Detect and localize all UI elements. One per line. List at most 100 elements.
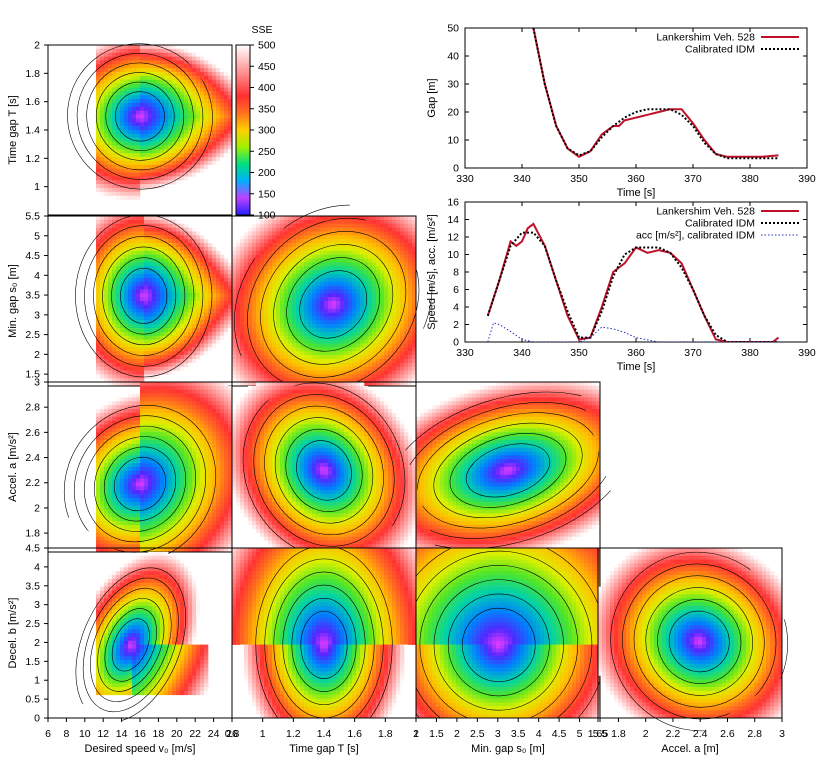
heat-cell (252, 266, 257, 271)
heat-cell (404, 362, 409, 367)
heat-cell (120, 343, 125, 348)
heat-cell (200, 382, 205, 387)
heat-cell (172, 227, 177, 232)
heat-cell (376, 370, 381, 375)
heat-cell (268, 331, 273, 337)
heat-cell (364, 281, 369, 286)
heat-cell (192, 83, 197, 88)
heat-cell (120, 52, 125, 57)
heat-cell (176, 297, 181, 302)
heat-cell (112, 285, 117, 290)
heat-cell (260, 231, 265, 236)
heat-cell (220, 308, 225, 313)
heat-cell (112, 227, 117, 232)
heat-cell (140, 297, 145, 302)
heat-cell (296, 351, 301, 356)
heat-cell (164, 304, 169, 310)
heat-cell (288, 335, 293, 340)
heat-cell (116, 133, 121, 139)
heat-cell (212, 312, 217, 317)
heat-cell (152, 64, 157, 69)
heat-cell (332, 324, 337, 329)
heat-cell (120, 45, 125, 50)
heat-cell (300, 316, 305, 321)
heat-cell (196, 157, 201, 162)
heat-cell (372, 320, 377, 325)
heat-cell (104, 180, 109, 185)
heat-cell (268, 308, 273, 313)
heat-cell (280, 262, 285, 267)
heat-cell (248, 320, 253, 325)
heat-cell (224, 289, 229, 294)
heat-cell (112, 102, 117, 108)
heat-cell (212, 343, 217, 348)
heat-cell (388, 320, 393, 325)
heat-cell (340, 324, 345, 329)
heat-cell (384, 366, 389, 371)
heat-cell (320, 223, 325, 228)
heat-cell (128, 243, 133, 248)
heat-cell (164, 366, 169, 371)
heat-cell (408, 374, 413, 379)
heat-cell (140, 389, 145, 394)
heat-cell (300, 285, 305, 290)
heat-cell (104, 297, 109, 302)
heat-cell (180, 266, 185, 271)
heat-cell (300, 297, 305, 302)
heat-cell (104, 219, 109, 225)
heat-cell (96, 130, 101, 135)
heat-cell (128, 235, 133, 240)
heat-cell (168, 347, 173, 352)
heat-cell (352, 370, 357, 375)
heat-cell (124, 447, 129, 452)
heat-cell (188, 130, 193, 135)
heat-cell (388, 328, 393, 333)
heat-cell (140, 250, 145, 255)
heat-cell (188, 145, 193, 150)
heat-cell (208, 110, 213, 115)
heat-cell (272, 339, 277, 344)
heat-cell (360, 219, 365, 225)
heat-cell (388, 308, 393, 313)
heat-cell (180, 48, 185, 54)
heat-cell (396, 289, 401, 294)
heat-cell (140, 347, 145, 352)
heat-cell (96, 157, 101, 162)
heat-cell (180, 343, 185, 348)
heat-cell (284, 227, 289, 232)
heat-cell (208, 343, 213, 348)
heat-cell (196, 110, 201, 115)
heat-cell (372, 216, 377, 221)
heat-cell (192, 273, 197, 279)
heat-cell (340, 293, 345, 298)
heat-cell (144, 102, 149, 108)
heat-cell (148, 114, 153, 119)
heat-cell (212, 83, 217, 88)
heat-cell (212, 266, 217, 271)
heat-cell (292, 339, 297, 344)
heat-cell (104, 343, 109, 348)
heat-cell (324, 266, 329, 271)
heat-cell (160, 153, 165, 158)
heat-cell (140, 355, 145, 360)
heat-cell (332, 227, 337, 232)
heat-cell (112, 436, 117, 441)
heat-cell (228, 277, 233, 282)
heat-cell (408, 328, 413, 333)
heat-cell (140, 126, 145, 131)
heat-cell (124, 114, 129, 119)
heat-cell (156, 304, 161, 310)
heat-cell (200, 75, 205, 81)
heat-cell (220, 118, 225, 123)
contour-line (95, 72, 185, 161)
heat-cell (168, 370, 173, 375)
heat-cell (212, 428, 217, 433)
heat-cell (300, 312, 305, 317)
heat-cell (132, 243, 137, 248)
heat-cell (100, 277, 105, 282)
heat-cell (276, 301, 281, 306)
heat-cell (388, 339, 393, 344)
heat-cell (408, 343, 413, 348)
heat-cell (100, 304, 105, 310)
heat-cell (236, 370, 241, 375)
